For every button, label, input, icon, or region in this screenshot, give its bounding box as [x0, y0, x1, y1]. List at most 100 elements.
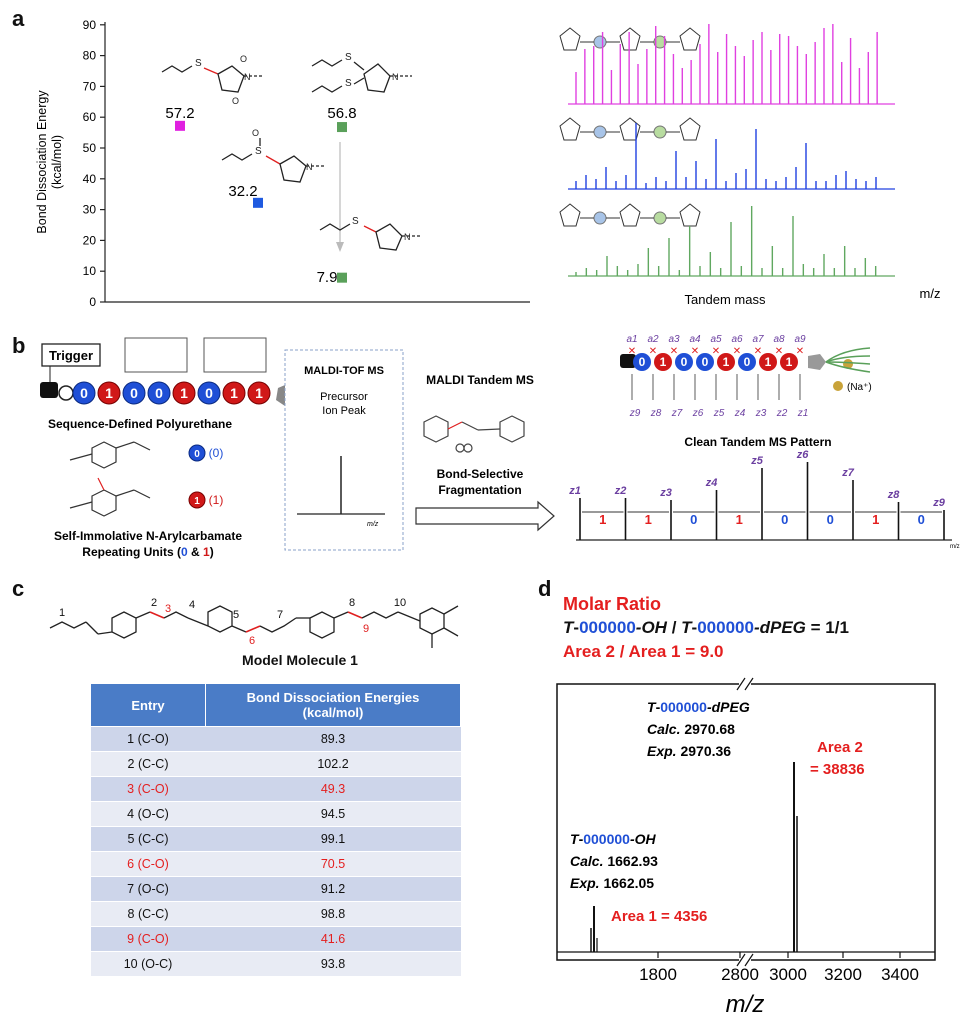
trigger-label: Trigger [49, 348, 93, 363]
bde-point-label: 32.2 [228, 183, 257, 200]
entry-cell: 7 (O-C) [90, 876, 206, 902]
bde-value-cell: 70.5 [205, 851, 461, 877]
spectrum-xtick-label: 2800 [721, 965, 759, 984]
svg-text:O: O [240, 54, 247, 64]
a-ion-label: a3 [668, 334, 680, 345]
polymer-bead-label: 0 [130, 385, 138, 401]
pattern-peak-label: z2 [614, 485, 627, 497]
svg-text:S: S [195, 58, 202, 69]
cleavage-structure [423, 415, 525, 453]
cleavage-mark-icon: ✕ [733, 346, 741, 357]
table-row: 2 (C-C) 102.2 [90, 751, 461, 777]
pattern-peak-label: z6 [796, 449, 810, 461]
spectrum-unit-bead [593, 211, 607, 225]
molecule-bis-thioether: S S N [311, 52, 412, 93]
entry-cell: 8 (C-C) [90, 901, 206, 927]
area2-line1: Area 2 [817, 739, 863, 756]
succinimide-ring [559, 203, 581, 227]
bde-point-label: 7.9 [317, 269, 338, 286]
bde-table-wrapper: Entry Bond Dissociation Energies (kcal/mo… [90, 683, 461, 977]
molar-ratio-line: T-000000-OH / T-000000-dPEG = 1/1 [563, 618, 849, 637]
bond-selective-line2: Fragmentation [438, 483, 521, 497]
carbamate-inset [124, 337, 188, 373]
peak1-calc: Calc. 1662.93 [570, 853, 658, 869]
atom-number: 2 [151, 597, 157, 609]
atom-number: 9 [363, 623, 369, 635]
z-ion-label: z5 [713, 408, 725, 419]
polymer-bead-label: 1 [230, 385, 238, 401]
bde-point [175, 120, 185, 131]
table-row: 6 (C-O) 70.5 [90, 851, 461, 877]
cleavage-mark-icon: ✕ [775, 346, 783, 357]
polymer-bead-label: 0 [155, 385, 163, 401]
tandem-xlabel: Tandem mass [685, 292, 766, 307]
polymer-bead [97, 381, 121, 405]
pattern-gap-label: 1 [736, 512, 743, 527]
bde-value-cell: 94.5 [205, 801, 461, 827]
bde-value-cell: 102.2 [205, 751, 461, 777]
bde-ytick-label: 50 [83, 141, 97, 155]
area2-line2: = 38836 [810, 761, 865, 778]
bde-value-cell: 41.6 [205, 926, 461, 952]
svg-text:S: S [345, 78, 352, 89]
peak2-exp: Exp. 2970.36 [647, 743, 731, 759]
pattern-gap-label: 0 [827, 512, 834, 527]
table-row: 5 (C-C) 99.1 [90, 826, 461, 852]
succinimide-ring [619, 27, 641, 51]
cleavage-mark-icon: ✕ [649, 346, 657, 357]
polymer-bead [197, 381, 221, 405]
maldi-spectrum: 1800 2800 3000 3200 3400 m/z T-000000-dPEG C… [556, 677, 936, 1018]
bde-ytick-label: 90 [83, 18, 97, 32]
unit1-bead [188, 491, 206, 509]
spectrum-unit-bead [593, 35, 607, 49]
bde-ytick-label: 0 [89, 295, 96, 309]
spectrum-unit-bead [653, 211, 667, 225]
repeating-line2: Repeating Units (0 & 1) [82, 545, 213, 559]
panel-label-b: b [12, 333, 26, 358]
frag-bead-label: 1 [723, 355, 730, 369]
table-row: 7 (O-C) 91.2 [90, 876, 461, 902]
na-legend-sphere [833, 381, 843, 391]
bde-ytick-label: 40 [83, 172, 97, 186]
polymer-bead [122, 381, 146, 405]
bond-selective-line1: Bond-Selective [437, 467, 524, 481]
molecule-sulfoxide: S O N [221, 128, 326, 183]
frag-bead [759, 353, 777, 371]
unit1-structure [69, 477, 151, 517]
pattern-peak-label: z3 [659, 487, 672, 499]
frag-bead-label: 1 [660, 355, 667, 369]
molecule-radical: S N [319, 216, 422, 251]
bde-ytick-label: 80 [83, 49, 97, 63]
panel-label-a: a [12, 6, 25, 31]
peak1-name: T-000000-OH [570, 831, 657, 847]
svg-text:N: N [392, 72, 399, 82]
frag-bead [654, 353, 672, 371]
atom-number: 6 [249, 635, 255, 647]
bde-ylabel-2: (kcal/mol) [50, 135, 64, 189]
atom-number: 5 [233, 609, 239, 621]
bde-point [337, 122, 347, 133]
atom-number: 3 [165, 603, 171, 615]
cleavage-mark-icon: ✕ [628, 346, 636, 357]
tandem-spectra: Tandem mass m/z [559, 24, 940, 307]
cleavage-mark-icon: ✕ [670, 346, 678, 357]
clean-title: Clean Tandem MS Pattern [684, 435, 831, 449]
z-ion-label: z2 [776, 408, 788, 419]
entry-cell: 9 (C-O) [90, 926, 206, 952]
molar-ratio-title: Molar Ratio [563, 594, 662, 614]
cleavage-mark-icon: ✕ [796, 346, 804, 357]
bde-ytick-label: 70 [83, 79, 97, 93]
entry-cell: 4 (O-C) [90, 801, 206, 827]
polymer-bead [247, 381, 271, 405]
svg-text:O: O [232, 96, 239, 106]
na-label: (Na⁺) [847, 382, 872, 393]
bde-value-cell: 89.3 [205, 726, 461, 752]
pattern-peak-label: z4 [705, 477, 718, 489]
z-ion-label: z4 [734, 408, 746, 419]
pattern-gap-label: 0 [690, 512, 697, 527]
bde-value-cell: 91.2 [205, 876, 461, 902]
peak1-exp: Exp. 1662.05 [570, 875, 654, 891]
frag-lock-icon [620, 354, 636, 368]
spectrum-unit-bead [653, 125, 667, 139]
